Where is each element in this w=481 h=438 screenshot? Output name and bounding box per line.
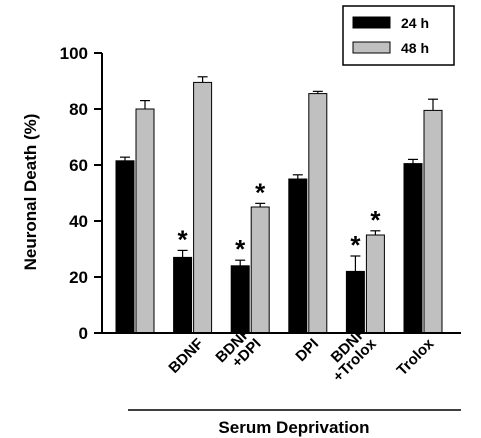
legend: 24 h 48 h — [342, 5, 455, 66]
legend-swatch-48h — [352, 41, 391, 54]
x-axis-title: Serum Deprivation — [218, 418, 369, 437]
bar-48h — [423, 109, 443, 334]
bar-24h — [173, 256, 193, 334]
significance-star: * — [370, 205, 381, 235]
error-bars — [120, 76, 438, 272]
y-tick-label: 80 — [69, 100, 88, 119]
y-tick-label: 0 — [79, 324, 88, 343]
bars — [115, 81, 443, 334]
bar-24h — [345, 270, 365, 334]
bar-24h — [403, 163, 423, 334]
significance-star: * — [255, 177, 266, 207]
x-category-label: DPI — [292, 335, 322, 365]
significance-markers: * * * * * — [178, 177, 382, 264]
x-category-label-line: BDNF — [165, 335, 206, 376]
bar-24h — [115, 160, 135, 334]
x-category-label-line: DPI — [292, 335, 322, 365]
bar-48h — [308, 93, 328, 334]
significance-star: * — [235, 234, 246, 264]
legend-swatch-24h — [352, 16, 391, 29]
legend-box — [342, 5, 455, 66]
significance-star: * — [178, 224, 189, 254]
bar-24h — [288, 178, 308, 334]
bar-24h — [230, 265, 250, 334]
x-category-label-line: Trolox — [394, 335, 438, 379]
significance-star: * — [350, 230, 361, 260]
y-tick-label: 60 — [69, 156, 88, 175]
y-tick-label: 100 — [60, 44, 88, 63]
bar-48h — [193, 81, 213, 334]
y-axis-title: Neuronal Death (%) — [21, 114, 40, 271]
y-tick-label: 40 — [69, 212, 88, 231]
bar-48h — [365, 234, 385, 334]
legend-label-48h: 48 h — [401, 40, 429, 56]
bar-48h — [135, 108, 155, 334]
y-tick-label: 20 — [69, 268, 88, 287]
x-category-label: BDNF — [165, 335, 206, 376]
x-category-label: Trolox — [394, 335, 438, 379]
y-axis: 0 20 40 60 80 100 — [60, 44, 103, 343]
legend-label-24h: 24 h — [401, 15, 429, 31]
bar-48h — [250, 206, 270, 334]
